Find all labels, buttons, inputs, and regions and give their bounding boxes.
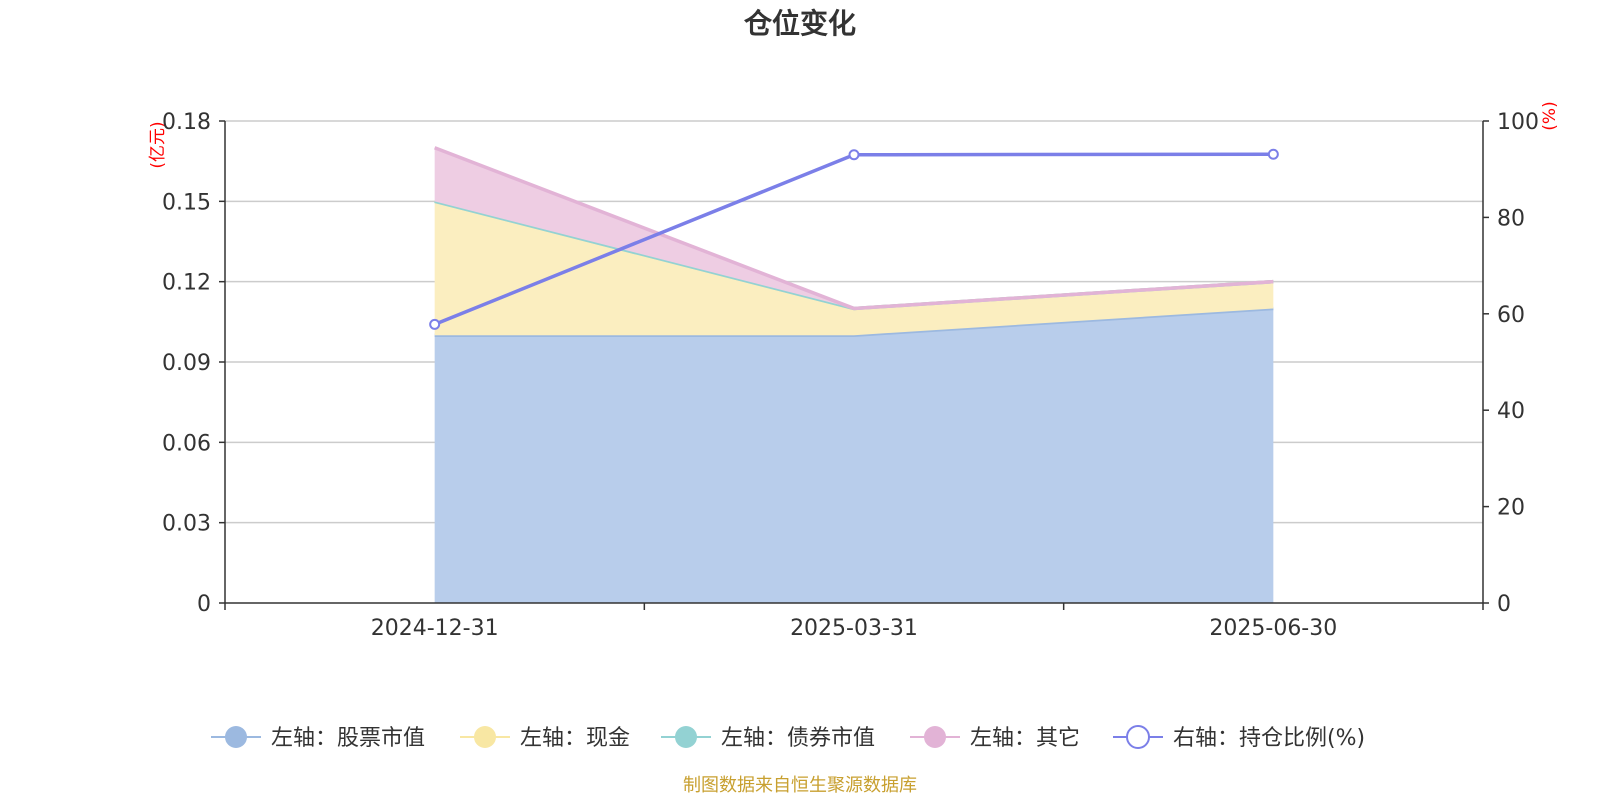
- legend-item[interactable]: 左轴：股票市值: [211, 726, 425, 751]
- legend-marker: [474, 726, 496, 748]
- right-tick-label: 80: [1497, 206, 1525, 231]
- legend-label: 左轴：现金: [520, 726, 630, 751]
- legend-item[interactable]: 右轴：持仓比例(%): [1113, 725, 1365, 751]
- right-tick-label: 20: [1497, 496, 1525, 521]
- legend-item[interactable]: 左轴：债券市值: [661, 726, 875, 751]
- left-tick-label: 0.03: [162, 512, 211, 537]
- left-tick-label: 0.06: [162, 431, 211, 456]
- right-axis-unit: (%): [1540, 101, 1560, 130]
- area-series-1: [434, 201, 1274, 336]
- legend-marker: [675, 726, 697, 748]
- ratio-point: [1267, 148, 1279, 160]
- left-tick-label: 0.12: [162, 271, 211, 296]
- holding-ratio-line: [429, 148, 1279, 330]
- right-tick-label: 60: [1497, 303, 1525, 328]
- area-series-0: [434, 308, 1274, 603]
- axes: [219, 120, 1489, 610]
- area-series-3: [434, 147, 1274, 309]
- legend-label: 左轴：其它: [970, 726, 1080, 751]
- legend-item[interactable]: 左轴：现金: [460, 726, 630, 751]
- x-tick-label: 2025-06-30: [1209, 616, 1337, 641]
- legend: 左轴：股票市值 左轴：现金 左轴：债券市值 左轴：其它 右轴：持仓比例(%): [211, 725, 1365, 751]
- chart-title: 仓位变化: [744, 7, 856, 40]
- left-tick-label: 0.18: [162, 110, 211, 135]
- source-note: 制图数据来自恒生聚源数据库: [683, 775, 917, 796]
- x-tick-label: 2024-12-31: [371, 616, 499, 641]
- left-tick-label: 0.15: [162, 190, 211, 215]
- ratio-point: [848, 149, 860, 161]
- stacked-areas: [434, 146, 1274, 603]
- legend-label: 左轴：股票市值: [271, 726, 425, 751]
- left-tick-label: 0: [197, 592, 211, 617]
- legend-marker: [924, 726, 946, 748]
- right-tick-label: 0: [1497, 592, 1511, 617]
- legend-label: 左轴：债券市值: [721, 726, 875, 751]
- legend-item[interactable]: 左轴：其它: [910, 726, 1080, 751]
- legend-marker: [1126, 725, 1150, 749]
- ratio-point: [429, 318, 441, 330]
- x-tick-label: 2025-03-31: [790, 616, 918, 641]
- legend-label: 右轴：持仓比例(%): [1173, 726, 1365, 751]
- left-axis-unit: (亿元): [148, 121, 168, 168]
- legend-marker: [225, 726, 247, 748]
- tick-labels: 0 0.03 0.06 0.09 0.12 0.15 0.18 0 20 40 60 80 100 202…: [162, 110, 1539, 641]
- right-tick-label: 40: [1497, 399, 1525, 424]
- left-tick-label: 0.09: [162, 351, 211, 376]
- area-series-line-3: [434, 146, 1274, 311]
- right-tick-label: 100: [1497, 110, 1539, 135]
